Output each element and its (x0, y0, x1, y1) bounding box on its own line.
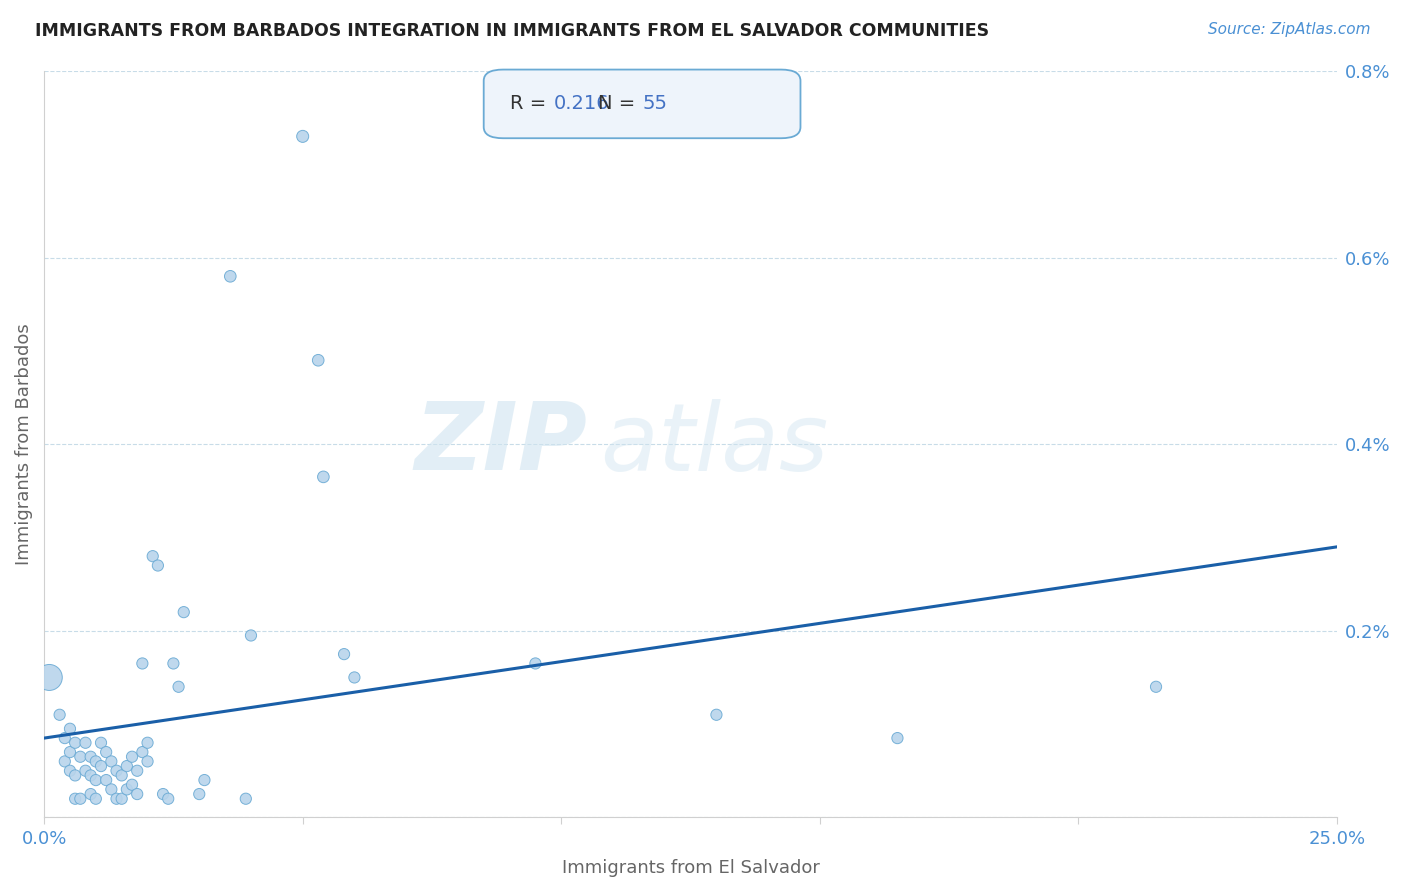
Point (152, 787, 174, 801)
Text: ZIP: ZIP (415, 398, 588, 491)
Point (307, 353, 329, 368)
Point (131, 745, 153, 759)
Point (53, 755, 76, 769)
FancyBboxPatch shape (484, 70, 800, 138)
Point (79, 768, 101, 782)
Point (173, 605, 195, 619)
Point (75, 764, 97, 778)
Point (59, 764, 82, 778)
Point (59, 722, 82, 736)
Point (167, 680, 190, 694)
Point (79, 749, 101, 764)
Point (69, 749, 91, 764)
Point (115, 759, 138, 773)
Text: IMMIGRANTS FROM BARBADOS INTEGRATION IN IMMIGRANTS FROM EL SALVADOR COMMUNITIES: IMMIGRANTS FROM BARBADOS INTEGRATION IN … (35, 22, 990, 40)
Point (63, 768, 86, 782)
Point (63, 791, 86, 805)
Point (136, 736, 159, 750)
Point (1144, 680, 1167, 694)
Text: Source: ZipAtlas.com: Source: ZipAtlas.com (1208, 22, 1371, 37)
Point (96, 745, 118, 759)
Y-axis label: Immigrants from Barbados: Immigrants from Barbados (15, 323, 32, 566)
Point (886, 731, 908, 745)
Point (115, 782, 138, 797)
Point (63, 736, 86, 750)
Point (96, 773, 118, 788)
Point (136, 755, 159, 769)
Point (84, 755, 107, 769)
Point (48, 707, 70, 722)
Point (162, 657, 184, 671)
Point (157, 791, 180, 805)
Point (127, 764, 149, 778)
Point (38, 670, 60, 684)
Point (142, 549, 165, 564)
Point (105, 764, 128, 778)
Point (69, 791, 91, 805)
Point (240, 628, 263, 642)
Point (121, 778, 143, 792)
Text: 0.216: 0.216 (554, 95, 609, 113)
Text: R =: R = (510, 95, 553, 113)
Point (59, 745, 82, 759)
Point (127, 787, 149, 801)
Point (84, 773, 107, 788)
Point (53, 731, 76, 745)
Point (105, 791, 128, 805)
Point (146, 558, 169, 573)
Point (219, 269, 242, 284)
Point (193, 773, 215, 788)
Text: N =: N = (598, 95, 641, 113)
Point (111, 791, 134, 805)
Point (75, 736, 97, 750)
Text: 55: 55 (643, 95, 668, 113)
Point (333, 647, 356, 661)
Point (235, 791, 257, 805)
Point (524, 657, 547, 671)
Point (131, 657, 153, 671)
Point (90, 759, 112, 773)
Point (79, 787, 101, 801)
Point (111, 768, 134, 782)
Point (312, 470, 335, 484)
Point (121, 749, 143, 764)
Point (90, 736, 112, 750)
Point (84, 791, 107, 805)
Point (706, 707, 728, 722)
X-axis label: Immigrants from El Salvador: Immigrants from El Salvador (561, 859, 820, 877)
Point (100, 782, 122, 797)
Text: atlas: atlas (600, 399, 828, 490)
Point (343, 670, 366, 684)
Point (291, 129, 314, 144)
Point (100, 755, 122, 769)
Point (188, 787, 211, 801)
